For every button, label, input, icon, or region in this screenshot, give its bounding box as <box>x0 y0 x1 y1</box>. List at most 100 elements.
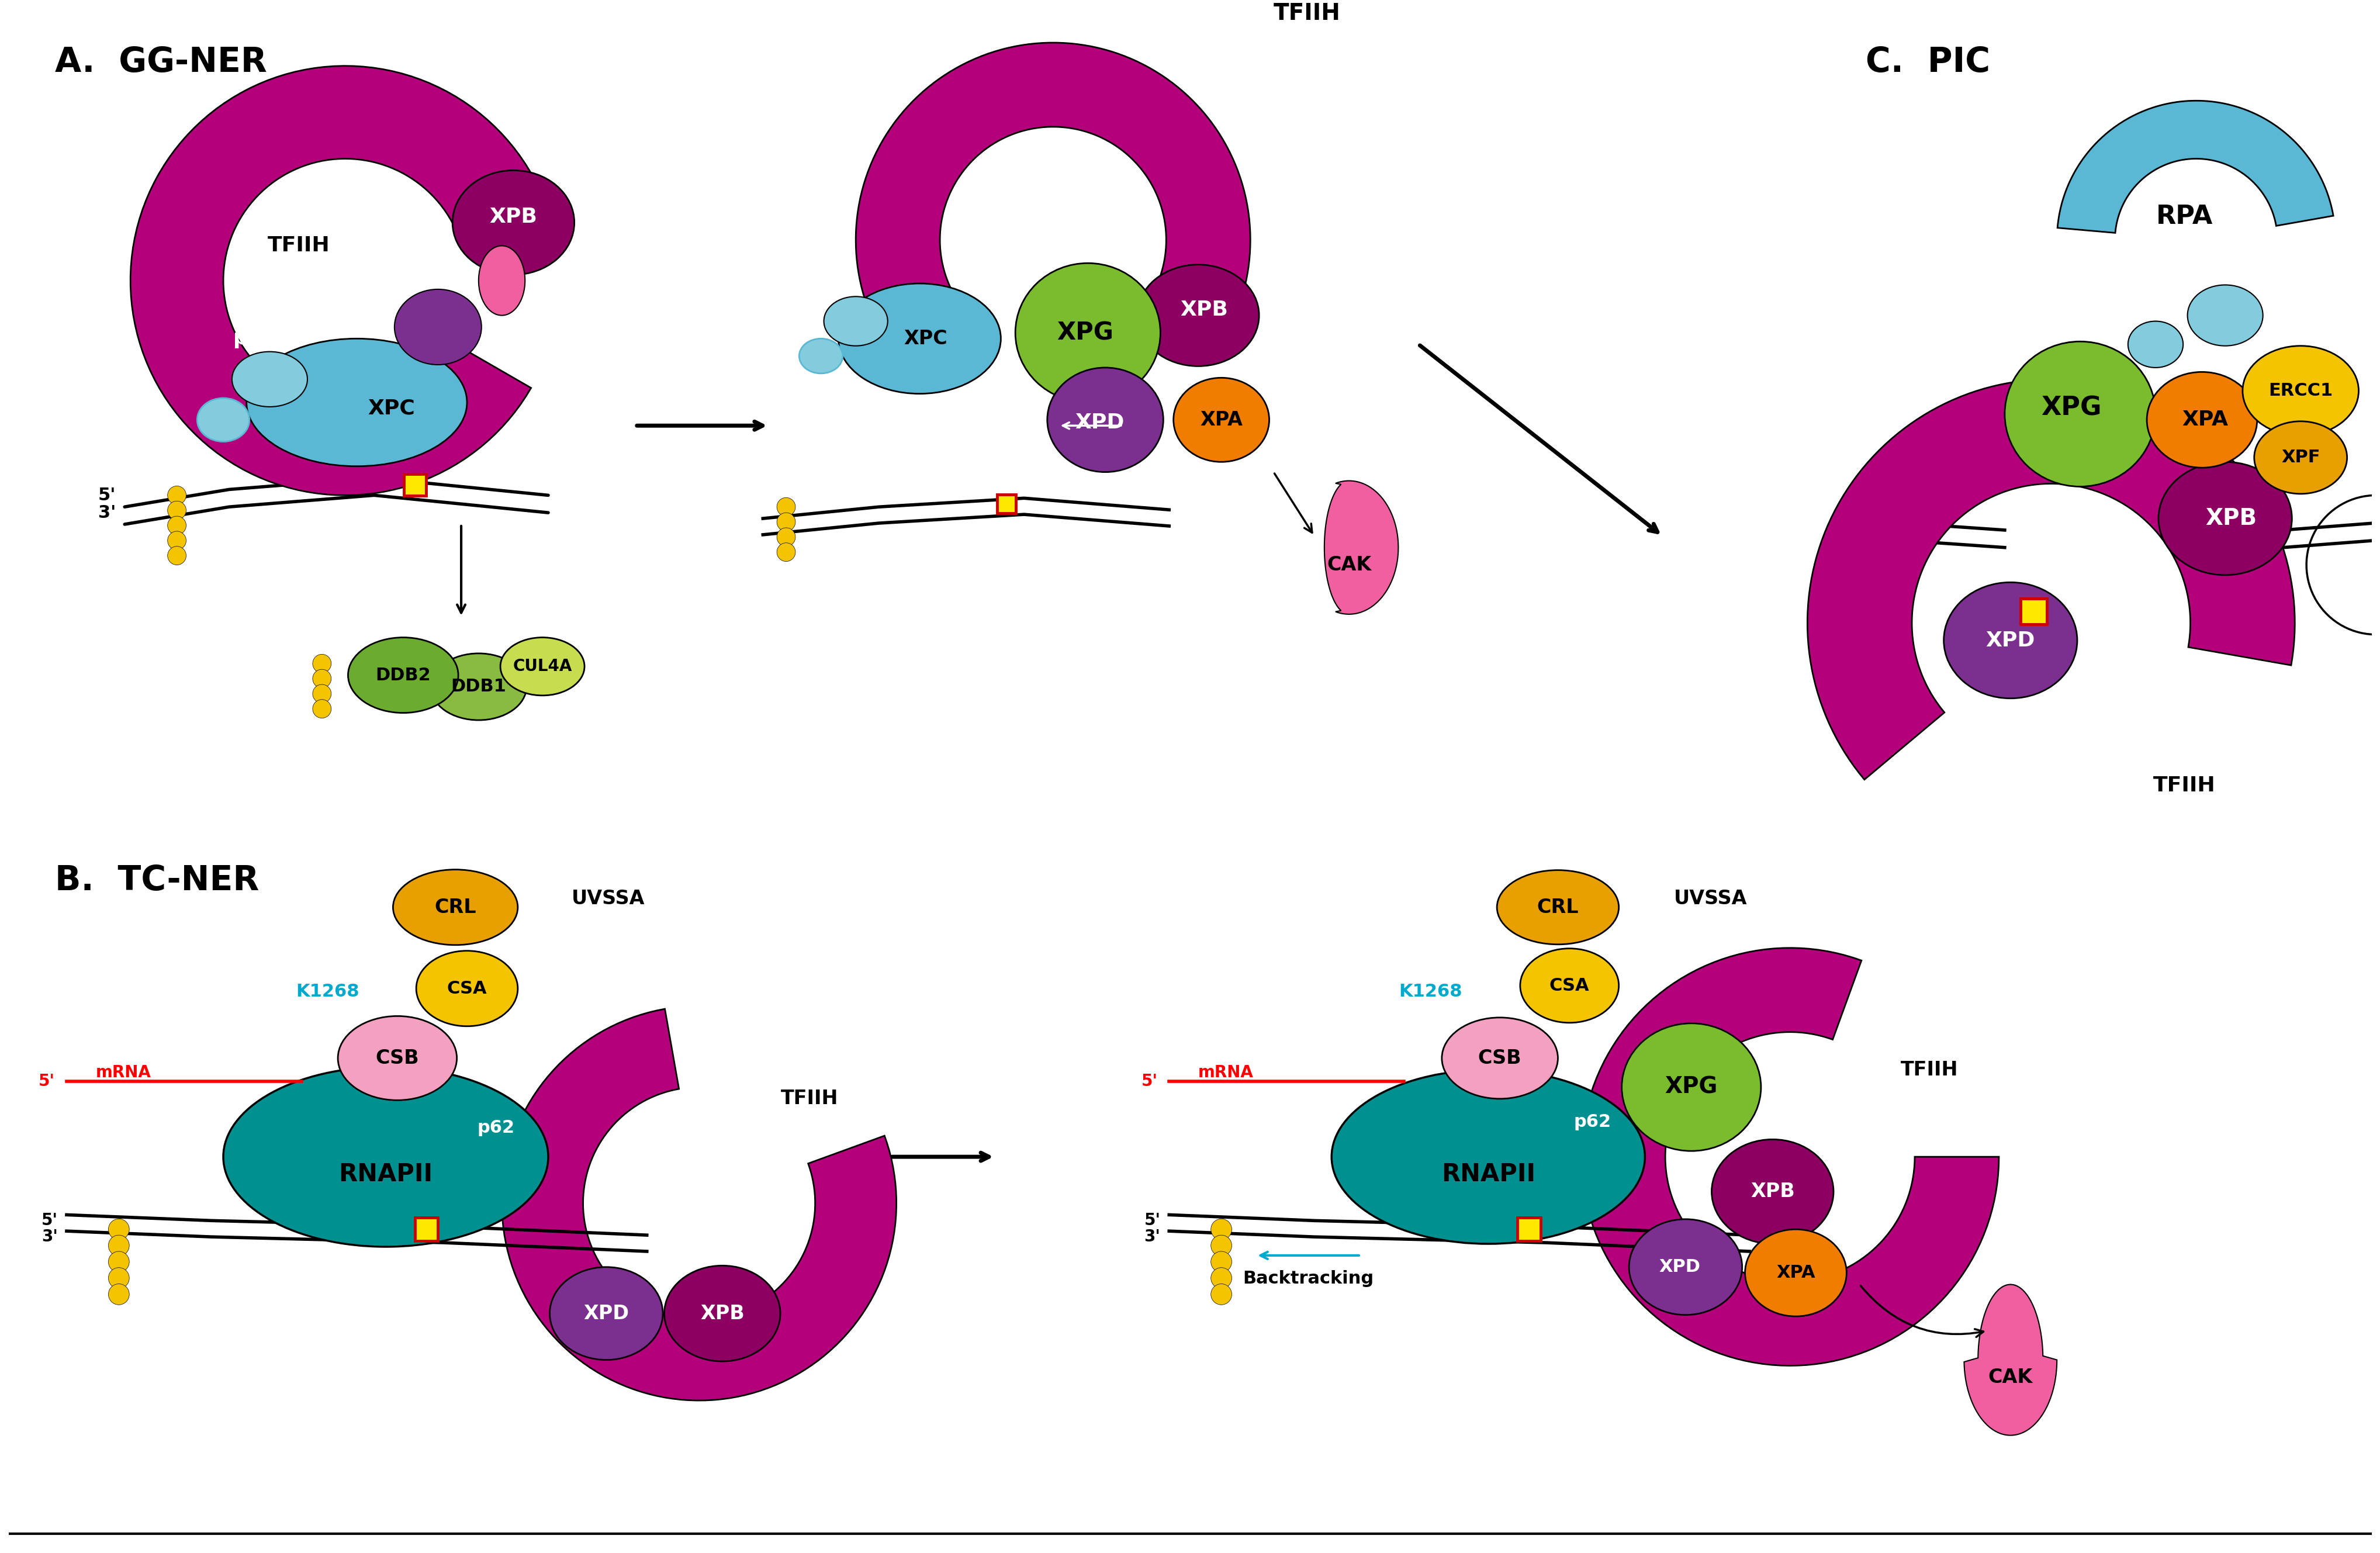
Ellipse shape <box>1628 1219 1742 1315</box>
Text: UVSSA: UVSSA <box>1673 888 1747 909</box>
Text: XPG: XPG <box>1057 320 1114 345</box>
Ellipse shape <box>416 950 516 1027</box>
Text: 5': 5' <box>40 1213 57 1228</box>
Text: XPF: XPF <box>2280 449 2320 466</box>
Bar <box>2021 598 2047 624</box>
Text: Backtracking: Backtracking <box>1242 1270 1373 1287</box>
Bar <box>414 1218 438 1241</box>
Bar <box>1516 1218 1540 1241</box>
Text: XPG: XPG <box>2040 396 2102 421</box>
Ellipse shape <box>1497 870 1618 944</box>
Circle shape <box>1211 1235 1230 1256</box>
Ellipse shape <box>1047 368 1164 472</box>
Text: 5': 5' <box>1140 1073 1157 1090</box>
Ellipse shape <box>550 1267 662 1360</box>
Text: C.  PIC: C. PIC <box>1866 45 1990 79</box>
Ellipse shape <box>838 284 1000 394</box>
Text: XPC: XPC <box>369 398 414 418</box>
Text: K1268: K1268 <box>295 983 359 1000</box>
Text: CAK: CAK <box>1987 1368 2033 1387</box>
Ellipse shape <box>1745 1230 1847 1317</box>
Circle shape <box>167 516 186 534</box>
Ellipse shape <box>1173 377 1269 461</box>
Text: DDB2: DDB2 <box>376 666 431 683</box>
Text: CRL: CRL <box>1537 898 1578 916</box>
Text: XPD: XPD <box>583 1305 628 1323</box>
Text: XPD: XPD <box>1659 1258 1699 1275</box>
Text: CSB: CSB <box>1478 1048 1521 1068</box>
Circle shape <box>167 531 186 550</box>
Text: XPA: XPA <box>1775 1264 1816 1281</box>
Bar <box>997 495 1016 512</box>
Ellipse shape <box>224 1067 547 1247</box>
Polygon shape <box>131 65 547 495</box>
Polygon shape <box>854 42 1250 339</box>
Ellipse shape <box>1016 262 1159 402</box>
Polygon shape <box>2056 101 2332 233</box>
Ellipse shape <box>1621 1023 1761 1151</box>
Text: XPG: XPG <box>1664 1076 1718 1098</box>
Text: CRL: CRL <box>436 898 476 916</box>
Text: XPD: XPD <box>1985 631 2035 651</box>
Ellipse shape <box>500 637 585 696</box>
Text: XPA: XPA <box>1200 410 1242 430</box>
Ellipse shape <box>823 297 888 346</box>
Text: RNAPII: RNAPII <box>338 1162 433 1186</box>
Circle shape <box>312 685 331 704</box>
Ellipse shape <box>2187 284 2263 346</box>
Circle shape <box>167 486 186 505</box>
Circle shape <box>1211 1252 1230 1272</box>
Ellipse shape <box>347 637 459 713</box>
Text: UVSSA: UVSSA <box>571 888 645 909</box>
Text: p62: p62 <box>1573 1114 1611 1131</box>
Text: A.  GG-NER: A. GG-NER <box>55 45 267 79</box>
Ellipse shape <box>431 654 526 721</box>
Polygon shape <box>1963 1284 2056 1435</box>
Circle shape <box>1211 1267 1230 1289</box>
Ellipse shape <box>2159 461 2292 575</box>
Ellipse shape <box>393 870 516 944</box>
Polygon shape <box>502 1009 897 1401</box>
Ellipse shape <box>2147 373 2256 467</box>
Text: XPB: XPB <box>1749 1182 1795 1202</box>
Circle shape <box>312 669 331 688</box>
Text: p62: p62 <box>476 1120 514 1137</box>
Ellipse shape <box>1944 582 2078 699</box>
Text: XPB: XPB <box>1180 300 1228 320</box>
Polygon shape <box>1580 947 1999 1365</box>
Text: mRNA: mRNA <box>1197 1064 1254 1081</box>
Text: XPB: XPB <box>700 1305 745 1323</box>
Ellipse shape <box>1521 949 1618 1023</box>
Text: mRNA: mRNA <box>95 1064 150 1081</box>
Text: TFIIH: TFIIH <box>1273 3 1340 25</box>
Circle shape <box>109 1252 129 1272</box>
Text: CSA: CSA <box>1549 977 1590 994</box>
Text: XPB: XPB <box>490 207 538 227</box>
Ellipse shape <box>2254 421 2347 494</box>
Text: 5': 5' <box>98 486 117 503</box>
Circle shape <box>312 654 331 672</box>
Text: 5': 5' <box>1145 1213 1159 1228</box>
Circle shape <box>1211 1219 1230 1239</box>
Text: CSB: CSB <box>376 1048 419 1068</box>
Text: 5': 5' <box>38 1073 55 1090</box>
Text: TFIIH: TFIIH <box>267 236 331 256</box>
Bar <box>405 474 426 495</box>
Circle shape <box>776 528 795 547</box>
Text: B.  TC-NER: B. TC-NER <box>55 863 259 898</box>
Ellipse shape <box>478 245 526 315</box>
Ellipse shape <box>2128 321 2182 368</box>
Text: K1268: K1268 <box>1397 983 1461 1000</box>
Text: CSA: CSA <box>447 980 488 997</box>
Ellipse shape <box>395 289 481 365</box>
Ellipse shape <box>2004 342 2154 486</box>
Circle shape <box>109 1284 129 1305</box>
Circle shape <box>1211 1284 1230 1305</box>
Text: XPD: XPD <box>1073 413 1123 433</box>
Circle shape <box>109 1235 129 1256</box>
Text: CUL4A: CUL4A <box>512 658 571 674</box>
Ellipse shape <box>1330 1070 1645 1244</box>
Circle shape <box>109 1267 129 1289</box>
Polygon shape <box>1806 379 2294 780</box>
Text: RNAPII: RNAPII <box>1440 1162 1535 1186</box>
